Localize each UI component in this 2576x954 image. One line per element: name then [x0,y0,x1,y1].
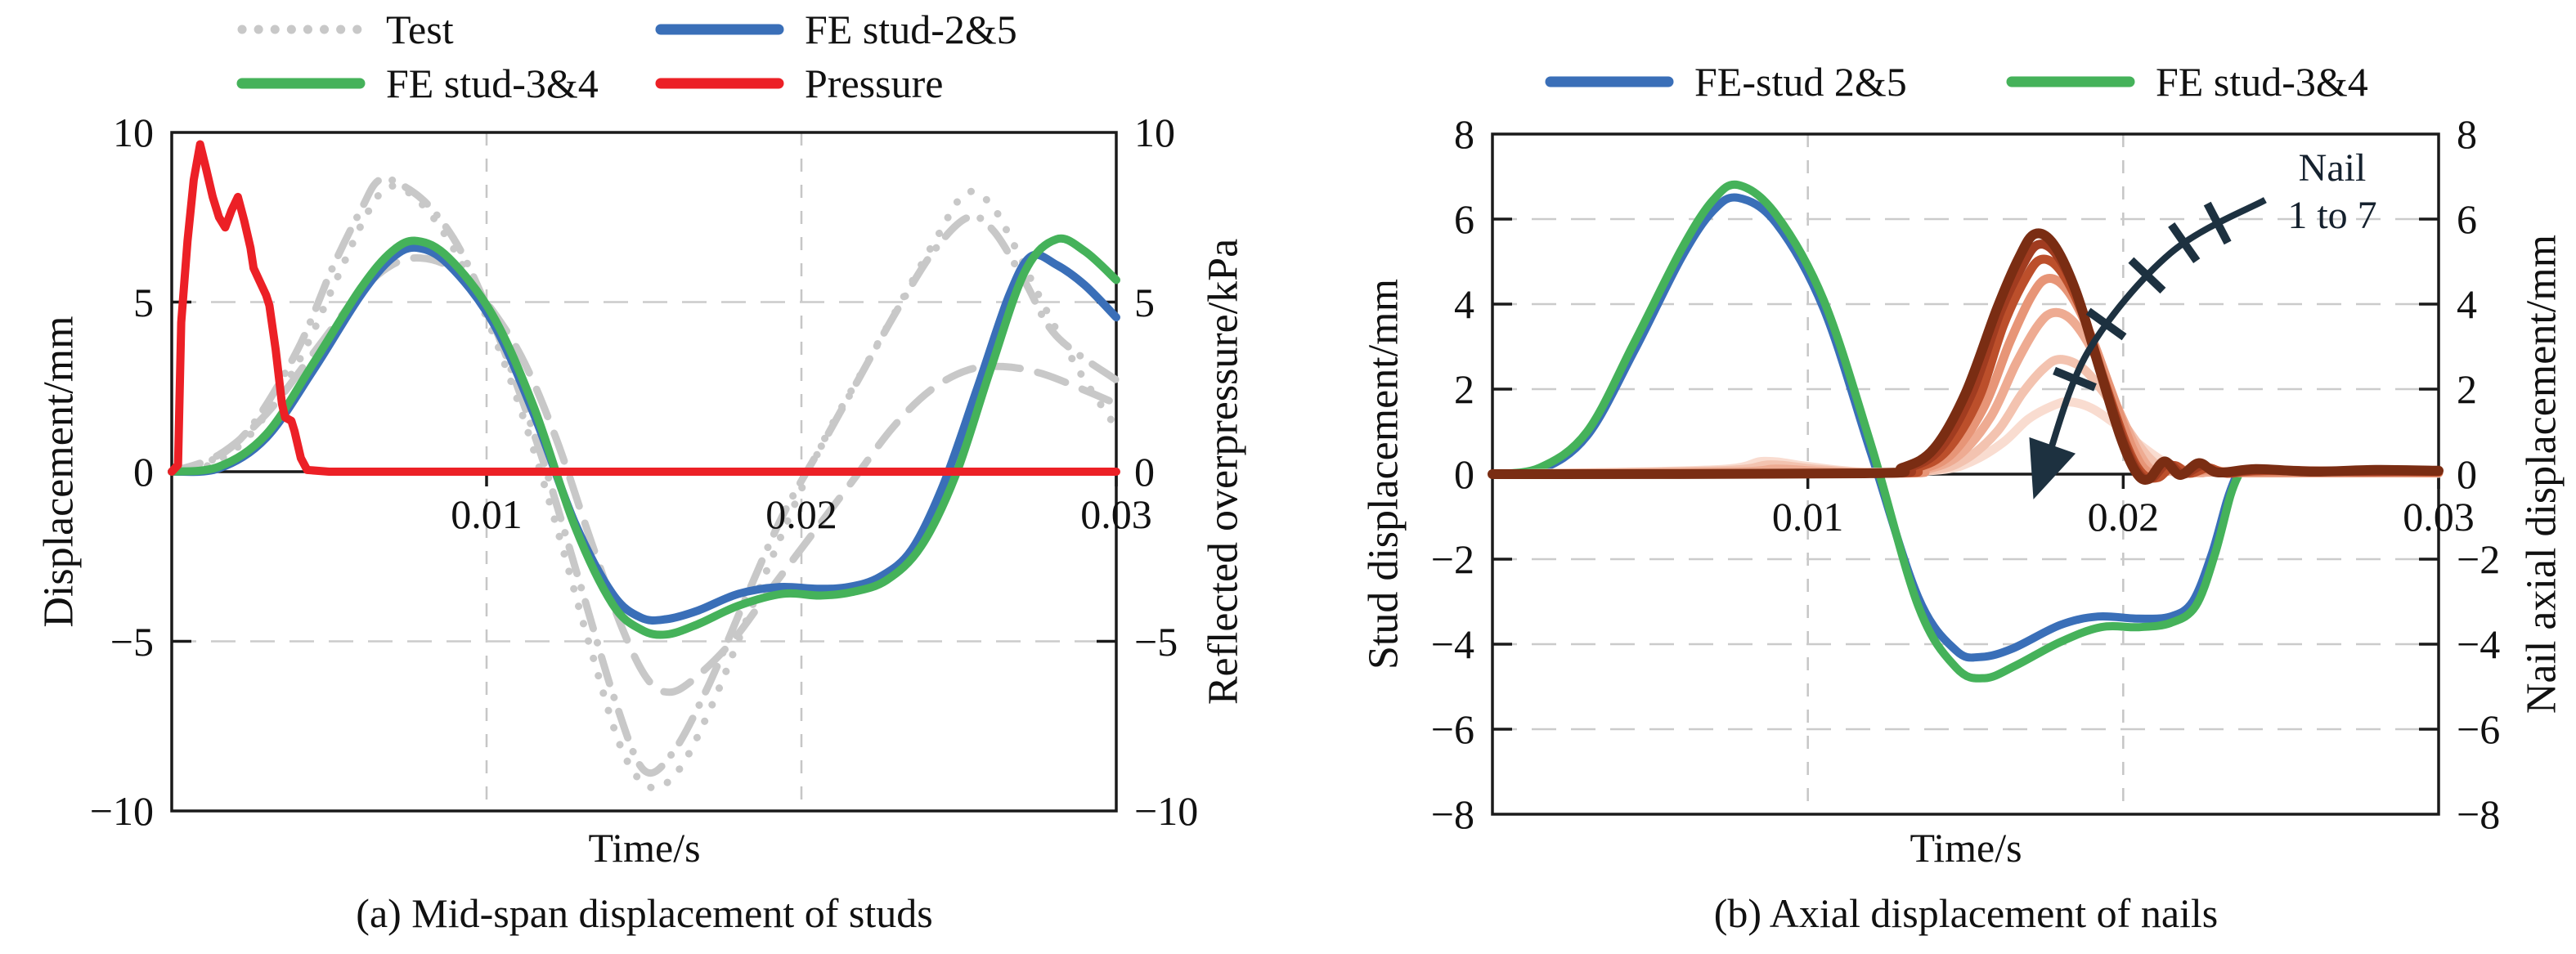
green-line-sample-icon [2005,74,2136,90]
y-tick-label-left-b: 0 [1454,451,1474,497]
legend-item-fe-stud-2-5: FE stud-2&5 [654,7,1017,52]
arrow-rung-tick [2085,307,2127,341]
series-FE stud-3&4 [1488,180,2244,683]
y-tick-label-right-b: −2 [2457,536,2501,582]
x-tick-label-b: 0.03 [2403,494,2475,540]
y-tick-label-left-a: 5 [133,279,154,325]
red-line-sample-icon [654,75,785,92]
legend-item-fe-stud-2-5-b: FE-stud 2&5 [1544,59,1907,105]
test-line-sample-icon [236,21,366,38]
y-tick-label-left-a: −10 [89,788,154,834]
y-tick-label-right-b: −4 [2457,621,2501,667]
y-tick-label-right-b: 6 [2457,196,2477,242]
series-Pressure [168,140,1120,476]
y-tick-label-left-b: 6 [1454,196,1474,242]
x-axis-title-b: Time/s [1910,825,2022,871]
y-tick-label-right-b: 8 [2457,111,2477,157]
x-tick-label-a: 0.03 [1080,491,1152,537]
nail-annotation-line2: 1 to 7 [2287,194,2377,237]
y-tick-label-left-a: 10 [113,110,154,155]
x-tick-label-b: 0.02 [2087,494,2160,540]
legend-item-test: Test [236,7,454,52]
y-tick-label-left-b: −4 [1430,621,1474,667]
y-tick-label-left-b: −2 [1430,536,1474,582]
series-test-dashed [168,253,1120,696]
y-axis-title-nail-displacement: Nail axial displacement/mm [2518,234,2565,714]
legend-item-fe-stud-3-4: FE stud-3&4 [236,60,599,106]
y-tick-label-right-a: 0 [1134,449,1155,495]
series-nail-4 [1488,274,2444,479]
arrow-rung-tick [2203,201,2232,245]
y-tick-label-right-a: 5 [1134,279,1155,325]
blue-line-sample-icon [1544,74,1675,90]
series-FE stud-2&5 [168,243,1120,625]
y-tick-label-left-b: 4 [1454,281,1474,327]
y-tick-label-right-b: −6 [2457,706,2501,752]
arrow-rung-tick [2053,366,2097,392]
green-line-sample-icon [236,75,366,92]
legend-item-pressure: Pressure [654,60,943,106]
x-axis-title-a: Time/s [588,825,701,871]
chart-a [168,131,1120,813]
y-axis-title-stud-displacement: Stud displacement/mm [1360,278,1407,670]
y-axis-title-displacement: Displacement/mm [35,316,83,628]
caption-b: (b) Axial displacement of nails [1713,890,2219,936]
y-axis-title-overpressure: Reflected overpressure/kPa [1200,238,1247,705]
legend-label: FE stud-3&4 [2156,59,2368,105]
y-tick-label-left-b: 8 [1454,111,1474,157]
y-tick-label-left-b: 2 [1454,366,1474,412]
y-tick-label-left-b: −6 [1430,706,1474,752]
legend-label: Pressure [805,60,944,106]
legend-label: FE-stud 2&5 [1694,59,1907,105]
arrowhead-icon [2029,437,2076,499]
nail-range-arrow [2044,197,2267,461]
y-tick-label-right-b: −8 [2457,791,2501,837]
series-test-dashdot [168,175,1120,777]
arrow-rung-tick [2168,222,2201,263]
y-tick-label-right-b: 4 [2457,281,2477,327]
legend-item-fe-stud-3-4-b: FE stud-3&4 [2005,59,2368,105]
y-tick-label-right-a: 10 [1134,110,1175,155]
y-tick-label-right-a: −5 [1134,618,1178,665]
y-tick-label-left-a: 0 [133,449,154,495]
chart-b [1488,132,2444,816]
x-tick-label-a: 0.01 [451,491,523,537]
y-tick-label-right-b: 2 [2457,366,2477,412]
legend-label: Test [386,7,454,52]
caption-a: (a) Mid-span displacement of studs [356,890,933,936]
legend-label: FE stud-3&4 [386,60,599,106]
x-tick-label-b: 0.01 [1771,494,1844,540]
y-tick-label-right-a: −10 [1134,788,1199,834]
nail-annotation-line1: Nail [2298,146,2367,190]
arrow-rung-tick [2128,257,2166,294]
y-tick-label-left-a: −5 [110,618,154,665]
x-tick-label-a: 0.02 [765,491,837,537]
blue-line-sample-icon [654,21,785,38]
series-FE stud-3&4 [168,234,1120,639]
series-test-dotted [168,182,1120,792]
series-nail-1 [1488,228,2444,485]
y-tick-label-right-b: 0 [2457,451,2477,497]
y-tick-label-left-b: −8 [1430,791,1474,837]
legend-label: FE stud-2&5 [805,7,1017,52]
